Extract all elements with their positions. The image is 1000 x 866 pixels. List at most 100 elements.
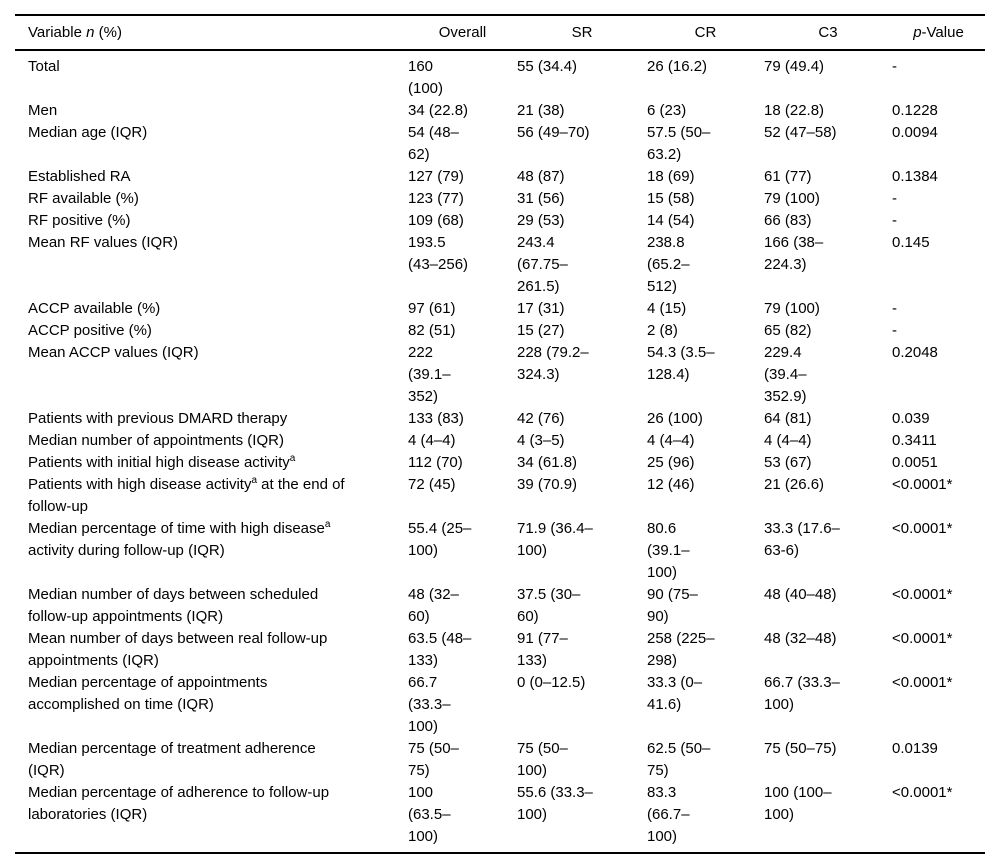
cell-p-value: <0.0001* [892, 674, 953, 691]
cell-c3: 48 (32–48) [764, 630, 837, 647]
cell-p-value: 0.1384 [892, 168, 938, 185]
cell-p-value: <0.0001* [892, 476, 953, 493]
text: Mean ACCP values (IQR) [28, 344, 199, 361]
text: Median percentage of appointments accomp… [28, 674, 268, 713]
cell-overall: 222 (39.1– 352) [408, 344, 451, 405]
text: Overall [438, 24, 487, 41]
text: Median number of days between scheduled … [28, 586, 319, 625]
cell-c3: 79 (100) [764, 300, 820, 317]
text: C3 [818, 24, 838, 41]
baseline-characteristics-table: Variable n (%) Overall SR CR C3 p-Value Total… [15, 14, 985, 854]
cell-overall: 112 (70) [408, 454, 463, 471]
cell-c3: 52 (47–58) [764, 124, 837, 141]
cell-overall: 133 (83) [408, 410, 464, 427]
cell-cr: 258 (225– 298) [647, 630, 715, 669]
italic-text: n [86, 24, 95, 41]
cell-c3: 75 (50–75) [764, 740, 837, 757]
column-header-cr: CR [647, 15, 764, 51]
row-label: Total [15, 50, 408, 100]
row-label: Median percentage of time with high dise… [15, 518, 408, 584]
text: Median number of appointments (IQR) [28, 432, 284, 449]
column-header-p-value: p-Value [892, 15, 985, 51]
cell-sr: 39 (70.9) [517, 476, 578, 493]
cell-sr: 4 (3–5) [517, 432, 565, 449]
cell-p-value: 0.0139 [892, 740, 938, 757]
cell-c3: 18 (22.8) [764, 102, 825, 119]
table-row: Patients with previous DMARD therapy 133 … [15, 408, 985, 430]
cell-p-value: 0.2048 [892, 344, 938, 361]
text: (%) [94, 24, 122, 41]
cell-c3: 166 (38– 224.3) [764, 234, 824, 273]
cell-p-value: 0.3411 [892, 432, 937, 449]
text: Men [28, 102, 58, 119]
table-body: Total 160 (100) 55 (34.4) 26 (16.2) 79 (49.4… [15, 50, 985, 853]
table-row: Total 160 (100) 55 (34.4) 26 (16.2) 79 (49.4… [15, 50, 985, 100]
cell-overall: 55.4 (25– 100) [408, 520, 472, 559]
cell-p-value: - [892, 300, 897, 317]
cell-p-value: 0.1228 [892, 102, 938, 119]
cell-c3: 48 (40–48) [764, 586, 837, 603]
cell-overall: 4 (4–4) [408, 432, 456, 449]
row-label: Patients with high disease activitya at … [15, 474, 408, 518]
cell-overall: 54 (48– 62) [408, 124, 459, 163]
row-label: Mean ACCP values (IQR) [15, 342, 408, 408]
cell-overall: 75 (50– 75) [408, 740, 459, 779]
row-label: Median number of days between scheduled … [15, 584, 408, 628]
text: Median percentage of treatment adherence… [28, 740, 316, 779]
cell-sr: 56 (49–70) [517, 124, 590, 141]
cell-sr: 15 (27) [517, 322, 565, 339]
cell-sr: 228 (79.2– 324.3) [517, 344, 589, 383]
cell-sr: 21 (38) [517, 102, 565, 119]
table-row: Patients with initial high disease activ… [15, 452, 985, 474]
row-label: Median number of appointments (IQR) [15, 430, 408, 452]
cell-c3: 33.3 (17.6– 63-6) [764, 520, 840, 559]
cell-cr: 14 (54) [647, 212, 695, 229]
table-row: RF available (%) 123 (77) 31 (56) 15 (58) 79… [15, 188, 985, 210]
cell-overall: 100 (63.5– 100) [408, 784, 451, 845]
cell-overall: 109 (68) [408, 212, 464, 229]
cell-c3: 66.7 (33.3– 100) [764, 674, 840, 713]
row-label: Patients with previous DMARD therapy [15, 408, 408, 430]
text: SR [571, 24, 593, 41]
cell-sr: 37.5 (30– 60) [517, 586, 581, 625]
cell-c3: 65 (82) [764, 322, 812, 339]
cell-p-value: 0.0051 [892, 454, 938, 471]
cell-overall: 97 (61) [408, 300, 456, 317]
cell-overall: 72 (45) [408, 476, 456, 493]
cell-p-value: <0.0001* [892, 630, 953, 647]
cell-cr: 80.6 (39.1– 100) [647, 520, 690, 581]
table-row: Median percentage of appointments accomp… [15, 672, 985, 738]
cell-p-value: - [892, 212, 897, 229]
header-row: Variable n (%) Overall SR CR C3 p-Value [15, 15, 985, 51]
cell-cr: 18 (69) [647, 168, 695, 185]
column-header-sr: SR [517, 15, 647, 51]
row-label: Mean RF values (IQR) [15, 232, 408, 298]
column-header-overall: Overall [408, 15, 517, 51]
cell-p-value: - [892, 322, 897, 339]
cell-p-value: 0.039 [892, 410, 930, 427]
italic-text: p [913, 24, 922, 41]
cell-c3: 61 (77) [764, 168, 812, 185]
table-row: RF positive (%) 109 (68) 29 (53) 14 (54) 66 … [15, 210, 985, 232]
cell-cr: 62.5 (50– 75) [647, 740, 711, 779]
cell-sr: 48 (87) [517, 168, 565, 185]
table-row: Patients with high disease activitya at … [15, 474, 985, 518]
cell-c3: 64 (81) [764, 410, 812, 427]
cell-cr: 238.8 (65.2– 512) [647, 234, 690, 295]
cell-cr: 6 (23) [647, 102, 687, 119]
cell-p-value: 0.0094 [892, 124, 938, 141]
row-label: Established RA [15, 166, 408, 188]
footnote-marker: a [289, 453, 296, 464]
cell-c3: 79 (49.4) [764, 58, 825, 75]
text: activity during follow-up (IQR) [28, 542, 225, 559]
cell-overall: 48 (32– 60) [408, 586, 459, 625]
cell-cr: 15 (58) [647, 190, 695, 207]
cell-cr: 83.3 (66.7– 100) [647, 784, 690, 845]
cell-cr: 25 (96) [647, 454, 695, 471]
cell-overall: 63.5 (48– 133) [408, 630, 472, 669]
text: ACCP available (%) [28, 300, 161, 317]
cell-cr: 26 (100) [647, 410, 703, 427]
cell-sr: 91 (77– 133) [517, 630, 568, 669]
table-row: ACCP positive (%) 82 (51) 15 (27) 2 (8) 65 (… [15, 320, 985, 342]
